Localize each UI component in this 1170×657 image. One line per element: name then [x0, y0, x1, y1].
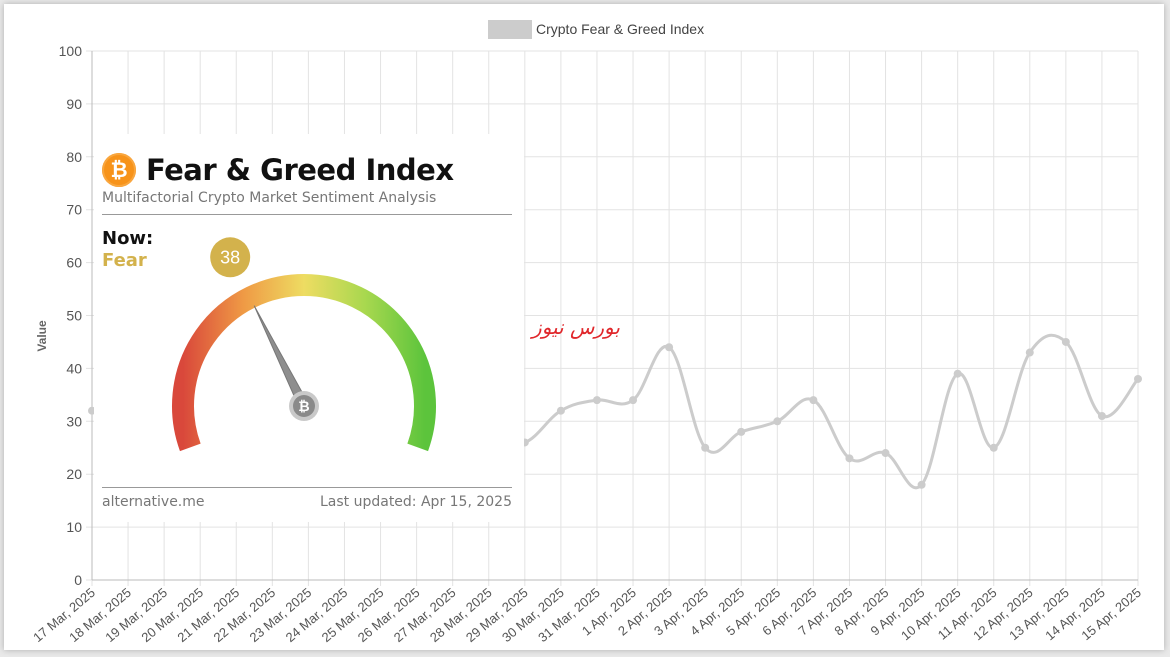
data-point[interactable]: [953, 369, 962, 378]
bitcoin-icon: ₿: [102, 153, 136, 187]
gauge-value: 38: [220, 247, 240, 267]
widget-subtitle: Multifactorial Crypto Market Sentiment A…: [102, 190, 437, 206]
data-point[interactable]: [881, 449, 890, 458]
y-tick-label: 40: [66, 360, 82, 376]
gauge-arc: [172, 274, 436, 452]
data-point[interactable]: [845, 454, 854, 463]
y-tick-label: 80: [66, 149, 82, 165]
data-point[interactable]: [1025, 348, 1034, 357]
sentiment-classification: Fear: [102, 250, 147, 271]
data-point[interactable]: [809, 396, 818, 405]
legend-label: Crypto Fear & Greed Index: [536, 21, 704, 37]
legend-swatch: [488, 20, 532, 39]
divider: [102, 487, 512, 488]
y-axis-ticks: 0 10 20 30 40 50 60 70 80 90 100: [59, 43, 83, 588]
widget-title: Fear & Greed Index: [146, 153, 454, 187]
gauge-value-badge: [210, 237, 251, 278]
chart-legend[interactable]: Crypto Fear & Greed Index: [488, 20, 704, 39]
y-tick-label: 30: [66, 413, 82, 429]
needle-hub-inner: [293, 395, 315, 417]
y-axis-label: Value: [35, 320, 49, 352]
data-point[interactable]: [665, 343, 674, 352]
data-point[interactable]: [917, 480, 926, 489]
source-label[interactable]: alternative.me: [102, 494, 205, 510]
y-tick-label: 20: [66, 466, 82, 482]
hub-bitcoin-icon: ₿: [298, 399, 309, 415]
sentiment-gauge: ₿ 38: [172, 237, 436, 452]
y-tick-label: 0: [74, 572, 82, 588]
data-point[interactable]: [1134, 374, 1142, 383]
watermark-text: بورس نیوز: [529, 315, 620, 339]
now-label: Now:: [102, 228, 154, 249]
y-tick-label: 90: [66, 96, 82, 112]
y-tick-label: 70: [66, 202, 82, 218]
data-point[interactable]: [989, 443, 998, 452]
data-point[interactable]: [1097, 412, 1106, 421]
data-point[interactable]: [737, 427, 746, 436]
data-point[interactable]: [629, 396, 638, 405]
chart-frame: Crypto Fear & Greed Index 0 10 20 30 40 50 60 7…: [4, 4, 1164, 650]
data-point[interactable]: [556, 406, 565, 415]
data-point[interactable]: [1061, 337, 1070, 346]
y-tick-label: 60: [66, 255, 82, 271]
y-tick-label: 10: [66, 519, 82, 535]
divider: [102, 214, 512, 215]
data-point[interactable]: [773, 417, 782, 426]
y-tick-label: 100: [59, 43, 83, 59]
last-updated-label: Last updated: Apr 15, 2025: [319, 494, 512, 510]
data-point[interactable]: [701, 443, 710, 452]
widget-header: ₿ Fear & Greed Index: [102, 152, 512, 188]
fear-greed-widget: ₿ Fear & Greed Index Multifactorial Cryp…: [94, 134, 524, 522]
data-point[interactable]: [592, 396, 601, 405]
y-tick-label: 50: [66, 308, 82, 324]
